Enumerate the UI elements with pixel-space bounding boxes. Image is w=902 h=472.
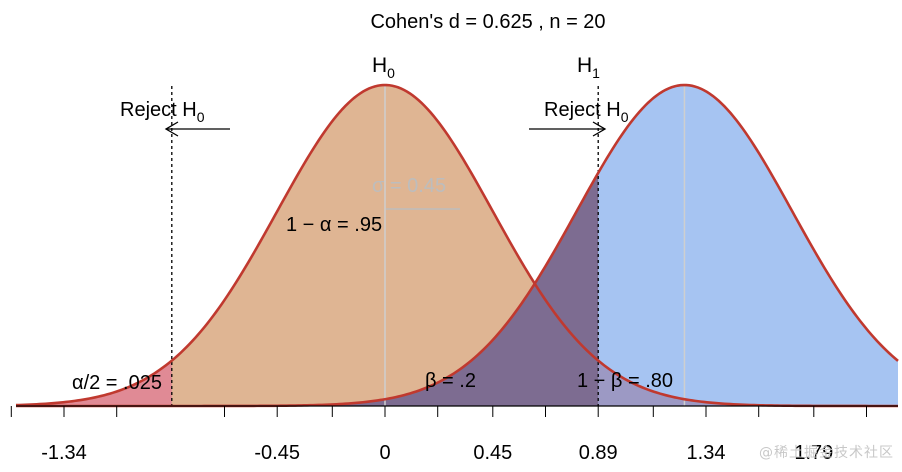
beta-label: β = .2 — [425, 370, 476, 392]
beta-region — [16, 172, 599, 406]
watermark: @稀土掘金技术社区 — [759, 445, 894, 461]
x-tick-label: -1.34 — [41, 442, 87, 464]
x-axis: -2.24-1.34-0.4500.450.891.341.792.242.68… — [10, 405, 898, 464]
reject-left-label: Reject H0 — [120, 99, 205, 125]
alpha-half-label: α/2 = .025 — [72, 372, 162, 394]
chart-title: Cohen's d = 0.625 , n = 20 — [370, 11, 605, 33]
h0-area — [16, 85, 898, 406]
x-tick-label: 0 — [379, 442, 390, 464]
alpha-region — [16, 360, 172, 406]
reject-left-arrow — [164, 121, 230, 137]
sigma-label: σ = 0.45 — [372, 175, 446, 197]
reject-right-arrow — [529, 121, 607, 137]
h1-area — [16, 85, 898, 406]
h0-label: H0 — [372, 54, 395, 81]
overlap-region — [598, 360, 898, 406]
x-tick-label: 0.45 — [473, 442, 512, 464]
x-tick-label: 1.34 — [687, 442, 726, 464]
x-tick-label: 1.79 — [794, 442, 833, 464]
power-label: 1 − β = .80 — [577, 370, 673, 392]
x-tick-label: 0.89 — [579, 442, 618, 464]
h0-curve — [15, 83, 898, 408]
reject-right-label: Reject H0 — [544, 99, 629, 125]
x-tick-label: -0.45 — [254, 442, 300, 464]
one-minus-alpha-label: 1 − α = .95 — [286, 214, 382, 236]
distribution-areas — [16, 85, 898, 406]
h1-label: H1 — [577, 54, 600, 81]
